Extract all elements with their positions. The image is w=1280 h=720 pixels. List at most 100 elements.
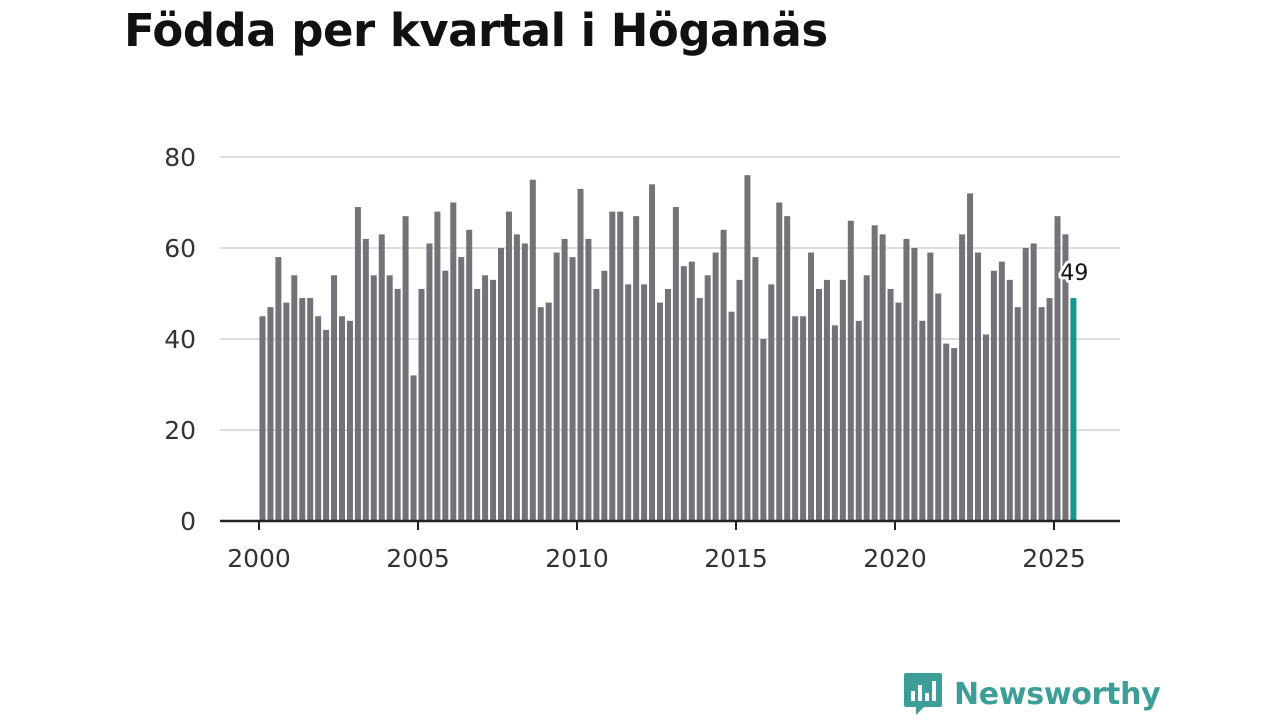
bar xyxy=(410,375,417,521)
bar xyxy=(712,252,719,522)
bar xyxy=(776,202,783,521)
bar xyxy=(339,316,345,521)
bar xyxy=(871,225,878,521)
bar xyxy=(307,298,314,521)
x-tick-label: 2000 xyxy=(227,544,291,573)
bar xyxy=(720,229,727,522)
bar xyxy=(855,320,862,521)
chart-title: Födda per kvartal i Höganäs xyxy=(124,4,828,57)
bar xyxy=(823,279,830,521)
bar xyxy=(259,316,266,521)
bar xyxy=(911,248,918,521)
data-label-halo: 49 xyxy=(1060,261,1088,286)
x-tick-label: 2025 xyxy=(1022,544,1086,573)
bar xyxy=(394,288,401,521)
bar xyxy=(808,252,815,522)
data-label: 49 xyxy=(1060,261,1088,286)
y-tick-label: 20 xyxy=(164,416,196,445)
bar xyxy=(585,238,592,521)
bar xyxy=(1046,298,1053,521)
bar xyxy=(879,234,886,521)
bar xyxy=(967,193,974,521)
bar xyxy=(919,320,926,521)
bar xyxy=(752,257,759,521)
bar xyxy=(458,257,465,521)
bar xyxy=(490,279,497,521)
bar xyxy=(959,234,966,521)
bar xyxy=(283,302,290,521)
bar xyxy=(903,238,910,521)
bar xyxy=(935,293,942,521)
bar xyxy=(275,257,282,521)
bar xyxy=(951,348,958,521)
bar xyxy=(370,275,377,521)
bar xyxy=(943,343,950,521)
bar xyxy=(839,279,846,521)
bar xyxy=(291,275,298,521)
bar xyxy=(354,207,361,522)
bar xyxy=(641,284,648,521)
bar xyxy=(1062,234,1069,521)
bar xyxy=(760,339,767,521)
bar xyxy=(418,288,425,521)
y-tick-label: 60 xyxy=(164,234,196,263)
bar xyxy=(704,275,711,521)
bar xyxy=(386,275,393,521)
x-tick-label: 2020 xyxy=(863,544,927,573)
bar xyxy=(895,302,902,521)
bar xyxy=(513,234,520,521)
bar xyxy=(688,261,695,521)
x-tick-label: 2010 xyxy=(545,544,609,573)
bar xyxy=(975,252,981,522)
bar xyxy=(466,229,473,522)
bar xyxy=(696,298,703,521)
bar xyxy=(434,211,441,521)
bar xyxy=(315,316,322,521)
bar xyxy=(744,175,751,521)
bar xyxy=(863,275,870,521)
bar xyxy=(982,334,989,521)
bar xyxy=(672,207,679,522)
bar xyxy=(442,270,449,521)
y-tick-label: 40 xyxy=(164,325,196,354)
brand-logo: Newsworthy xyxy=(902,670,1161,718)
bar xyxy=(402,216,409,521)
bar xyxy=(482,275,489,521)
bar xyxy=(1038,307,1045,521)
bar xyxy=(831,325,838,521)
newsworthy-logo-icon xyxy=(904,673,942,715)
bar xyxy=(267,307,274,521)
bar-highlight xyxy=(1070,298,1077,521)
bar xyxy=(617,211,624,521)
bar xyxy=(1054,216,1061,521)
bar xyxy=(847,220,854,521)
bar xyxy=(323,329,330,521)
bar xyxy=(569,257,576,521)
bar xyxy=(537,307,544,521)
bar xyxy=(545,302,552,521)
x-tick-label: 2015 xyxy=(704,544,768,573)
bar xyxy=(816,288,822,521)
bar xyxy=(299,298,306,521)
bar xyxy=(474,288,481,521)
bar xyxy=(784,216,791,521)
bar xyxy=(553,252,560,522)
bar xyxy=(498,248,504,521)
bar xyxy=(1006,279,1013,521)
bar xyxy=(736,279,743,521)
bar xyxy=(529,179,536,521)
bar xyxy=(927,252,934,522)
bar xyxy=(609,211,616,521)
bar xyxy=(505,211,512,521)
x-tick-label: 2005 xyxy=(386,544,450,573)
bar xyxy=(1022,248,1029,521)
y-tick-label: 0 xyxy=(180,507,196,536)
bar xyxy=(331,275,338,521)
bar xyxy=(800,316,807,521)
bar xyxy=(378,234,385,521)
bar xyxy=(998,261,1005,521)
bar xyxy=(593,288,600,521)
bar xyxy=(792,316,799,521)
bar xyxy=(887,288,894,521)
